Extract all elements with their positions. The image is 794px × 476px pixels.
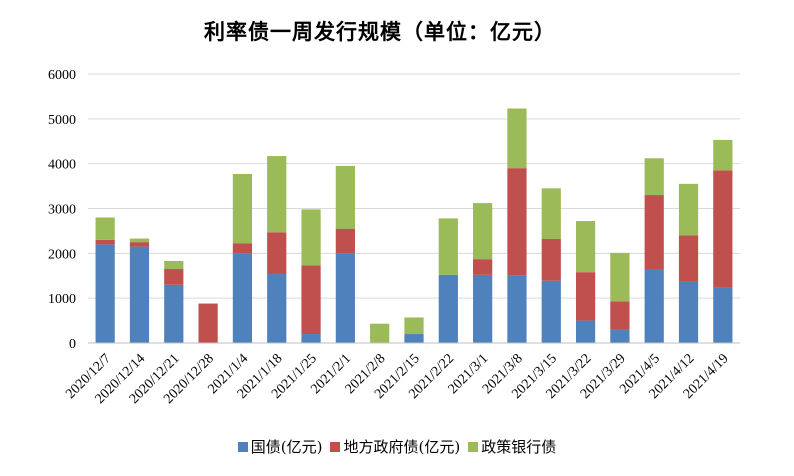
legend-item: 国债(亿元): [237, 436, 323, 457]
bar-segment-series-0: [301, 334, 321, 343]
bar-segment-series-0: [575, 320, 596, 343]
legend-swatch: [330, 442, 341, 452]
bar-segment-series-2: [129, 238, 150, 243]
bar-segment-series-1: [644, 195, 664, 270]
y-tick-label: 0: [69, 337, 76, 352]
bar-segment-series-2: [370, 323, 390, 343]
bar-segment-series-1: [232, 243, 253, 254]
bar-segment-series-1: [575, 272, 596, 321]
bar-segment-series-1: [678, 235, 699, 282]
bar-segment-series-2: [164, 260, 184, 270]
bar-segment-series-2: [678, 183, 699, 236]
bars: [95, 108, 733, 343]
bar-segment-series-1: [198, 303, 218, 343]
bar-segment-series-1: [301, 265, 321, 335]
bar-segment-series-0: [267, 273, 287, 343]
bar-segment-series-1: [541, 238, 561, 281]
bar-segment-series-1: [335, 228, 355, 254]
bar-segment-series-0: [404, 334, 424, 343]
bar-segment-series-1: [129, 242, 150, 247]
y-tick-label: 4000: [48, 158, 76, 173]
bar-segment-series-0: [644, 269, 664, 343]
legend-label: 国债(亿元): [250, 438, 323, 456]
bar-segment-series-2: [713, 139, 733, 171]
legend-swatch: [468, 442, 479, 452]
bar-segment-series-0: [678, 281, 699, 343]
legend: 国债(亿元) 地方政府债(亿元) 政策银行债: [0, 436, 794, 457]
y-tick-label: 2000: [48, 247, 76, 262]
legend-swatch: [237, 442, 248, 452]
bar-segment-series-0: [95, 244, 115, 343]
bar-segment-series-1: [95, 239, 115, 245]
bar-segment-series-0: [507, 275, 527, 343]
bar-segment-series-0: [713, 287, 733, 343]
legend-label: 地方政府债(亿元): [343, 438, 461, 456]
bar-segment-series-2: [541, 188, 561, 239]
bar-segment-series-1: [164, 269, 184, 285]
bar-segment-series-1: [267, 232, 287, 274]
bar-segment-series-2: [95, 217, 115, 240]
bar-segment-series-2: [232, 173, 253, 244]
bar-segment-series-2: [335, 165, 355, 229]
bar-segment-series-0: [541, 280, 561, 343]
y-tick-label: 3000: [48, 203, 76, 218]
legend-item: 政策银行债: [468, 436, 556, 457]
bar-segment-series-2: [438, 218, 458, 275]
bar-segment-series-2: [267, 156, 287, 233]
grid-lines: [88, 73, 740, 299]
legend-label: 政策银行债: [481, 438, 557, 456]
bar-segment-series-1: [473, 259, 493, 275]
chart-title: 利率债一周发行规模（单位：亿元）: [204, 19, 556, 44]
bar-segment-series-2: [404, 317, 424, 335]
bar-segment-series-2: [473, 203, 493, 260]
bar-segment-series-1: [610, 301, 630, 330]
y-tick-label: 6000: [48, 68, 76, 83]
bar-segment-series-0: [438, 274, 458, 343]
bar-segment-series-0: [129, 246, 150, 343]
bar-segment-series-1: [507, 168, 527, 276]
bar-segment-series-2: [644, 158, 664, 196]
bar-segment-series-0: [335, 253, 355, 343]
legend-item: 地方政府债(亿元): [330, 436, 460, 457]
y-tick-label: 1000: [48, 292, 76, 307]
bar-segment-series-2: [301, 209, 321, 266]
bar-segment-series-2: [610, 252, 630, 302]
y-tick-label: 5000: [48, 113, 76, 128]
bar-segment-series-0: [232, 253, 253, 343]
bar-segment-series-0: [164, 284, 184, 343]
bar-segment-series-1: [713, 170, 733, 288]
bar-segment-series-0: [473, 274, 493, 343]
bar-segment-series-2: [575, 221, 596, 273]
bar-segment-series-2: [507, 108, 527, 169]
bar-segment-series-0: [610, 329, 630, 343]
